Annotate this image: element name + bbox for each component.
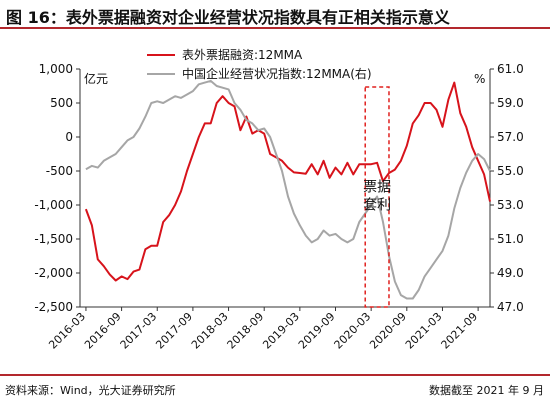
chart: 1,000 500 0 -500 -1,000 -1,500 -2,000 -2,500 61.… <box>34 48 524 352</box>
x-tick-label: 2016-03 <box>46 310 88 352</box>
figure-title: 图 16：表外票据融资对企业经营状况指数具有正相关指示意义 <box>6 8 450 27</box>
left-tick-label: 1,000 <box>39 62 73 76</box>
series-line-2 <box>85 79 491 300</box>
right-tick-label: 51.0 <box>497 232 524 246</box>
x-tick-label: 2016-09 <box>82 310 124 352</box>
x-tick-label: 2021-03 <box>403 310 445 352</box>
legend-label-1: 表外票据融资:12MMA <box>182 48 303 62</box>
left-tick-label: -1,000 <box>34 198 73 212</box>
x-tick-label: 2019-09 <box>296 310 338 352</box>
legend-label-2: 中国企业经营状况指数:12MMA(右) <box>182 66 372 81</box>
source-note: 资料来源：Wind，光大证券研究所 <box>5 384 176 397</box>
right-tick-label: 53.0 <box>497 198 524 212</box>
annotation-box <box>364 86 390 308</box>
left-tick-label: 0 <box>65 130 73 144</box>
x-tick-label: 2018-09 <box>225 310 267 352</box>
annotation-text-1: 票据 <box>363 179 391 195</box>
series-line-1 <box>84 81 491 282</box>
right-tick-label: 59.0 <box>497 96 524 110</box>
x-tick-label: 2017-03 <box>118 310 160 352</box>
left-tick-label: -2,000 <box>34 266 73 280</box>
left-unit-label: 亿元 <box>84 71 108 86</box>
x-tick-label: 2019-03 <box>260 310 302 352</box>
x-tick-label: 2021-09 <box>439 310 481 352</box>
left-tick-label: -2,500 <box>34 300 73 314</box>
x-tick-label: 2020-09 <box>367 310 409 352</box>
date-note: 数据截至 2021 年 9 月 <box>429 384 544 397</box>
figure-title-bar: 图 16：表外票据融资对企业经营状况指数具有正相关指示意义 <box>0 0 550 29</box>
left-tick-label: 500 <box>50 96 73 110</box>
x-tick-label: 2018-03 <box>189 310 231 352</box>
right-tick-label: 47.0 <box>497 300 524 314</box>
right-tick-label: 61.0 <box>497 62 524 76</box>
right-tick-label: 55.0 <box>497 164 524 178</box>
left-tick-label: -1,500 <box>34 232 73 246</box>
annotation-text-2: 套利 <box>363 197 391 213</box>
right-unit-label: % <box>474 72 485 86</box>
x-tick-label: 2020-03 <box>332 310 374 352</box>
x-tick-label: 2017-09 <box>153 310 195 352</box>
right-tick-label: 57.0 <box>497 130 524 144</box>
left-tick-label: -500 <box>46 164 73 178</box>
right-tick-label: 49.0 <box>497 266 524 280</box>
figure-footer: 资料来源：Wind，光大证券研究所 数据截至 2021 年 9 月 <box>0 374 550 400</box>
